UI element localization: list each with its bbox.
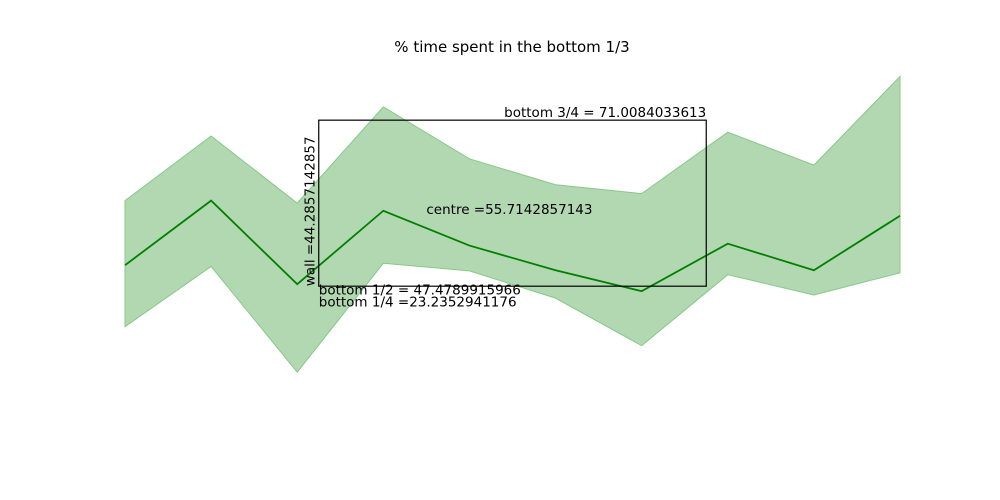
series-line-0	[124, 199, 901, 293]
annotation-wall: wall =44.2857142857	[303, 136, 319, 286]
annotation-centre: centre =55.7142857143	[426, 202, 592, 218]
annotation-bottom-1-4: bottom 1/4 =23.2352941176	[319, 294, 517, 310]
plot-area: bottom 3/4 = 71.0084033613 centre =55.714…	[124, 75, 901, 374]
annotation-bottom-3-4: bottom 3/4 = 71.0084033613	[504, 105, 706, 121]
annotation-bottom-1-2: bottom 1/2 = 47.4789915966	[319, 282, 521, 298]
region-box	[318, 119, 707, 287]
chart-title: % time spent in the bottom 1/3	[394, 38, 629, 56]
